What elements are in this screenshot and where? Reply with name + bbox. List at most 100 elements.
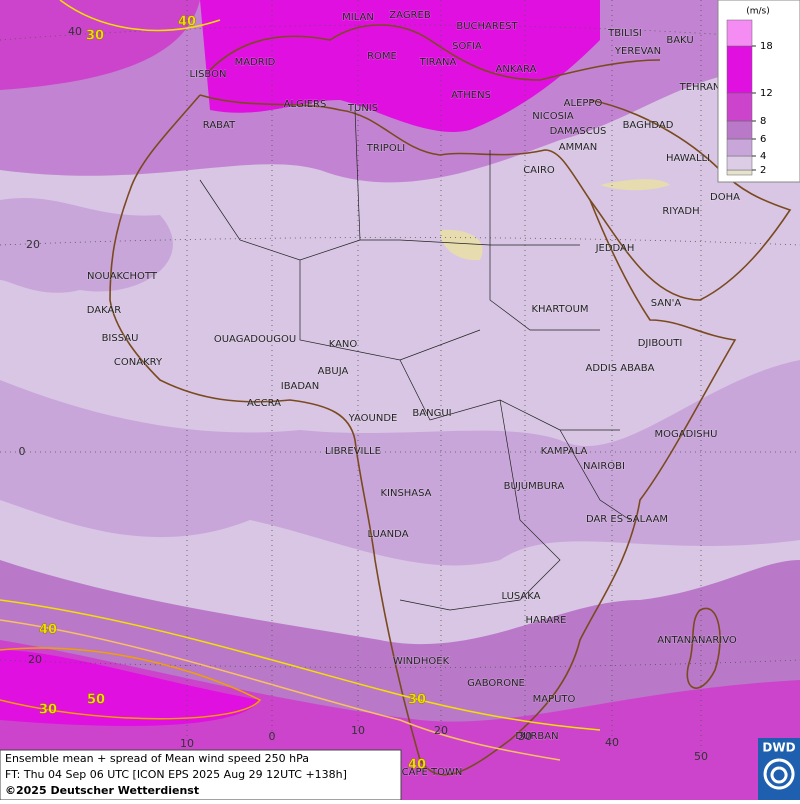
city-label: KANO [329,339,358,350]
isotach-label: 30 [86,29,104,44]
legend-swatch [726,92,753,122]
legend-tick-label: 18 [760,41,773,52]
city-label: BANGUI [412,408,451,419]
city-label: DAMASCUS [550,126,607,137]
city-label: IBADAN [281,381,320,392]
longitude-label: 10 [351,724,365,737]
city-label: KAMPALA [541,446,588,457]
city-label: LUSAKA [502,591,541,602]
city-label: YEREVAN [614,46,661,57]
latitude-label: 20 [28,653,42,666]
city-label: DJIBOUTI [638,338,683,349]
city-label: TBILISI [607,28,642,39]
city-label: ANTANANARIVO [657,635,737,646]
caption-line: ©2025 Deutscher Wetterdienst [5,784,199,797]
city-label: OUAGADOUGOU [214,334,296,345]
wind-area [0,650,260,726]
city-label: CONAKRY [114,357,163,368]
longitude-label: 30 [518,730,532,743]
caption-line: Ensemble mean + spread of Mean wind spee… [5,752,309,765]
city-label: MAPUTO [533,694,576,705]
city-label: RABAT [203,120,236,131]
city-label: GABORONE [467,678,525,689]
isotachs [0,0,601,761]
city-label: TRIPOLI [366,143,405,154]
city-label: ZAGREB [389,10,431,21]
isotach-label: 40 [39,623,57,638]
city-label: TUNIS [347,103,378,114]
city-label: ABUJA [318,366,349,377]
legend-tick-label: 2 [760,165,766,176]
graticule [0,0,800,757]
logo-text: DWD [762,741,795,755]
isotach-label: 40 [178,15,196,30]
city-label: YAOUNDE [348,413,398,424]
city-label: HAWALLI [666,153,710,164]
city-label: KHARTOUM [531,304,588,315]
caption-box [0,749,402,801]
city-label: ATHENS [451,90,491,101]
legend-tick-label: 6 [760,134,766,145]
logo: DWD [758,738,800,800]
city-label: MOGADISHU [655,429,718,440]
city-label: LIBREVILLE [325,446,381,457]
legend-swatch [726,138,753,157]
city-label: DOHA [710,192,740,203]
city-label: WINDHOEK [393,656,450,667]
wind-area [0,0,200,90]
city-label: DURBAN [515,731,558,742]
city-label: KINSHASA [380,488,431,499]
city-label: ANKARA [496,64,537,75]
latitude-label: 20 [26,238,40,251]
logo-icon [763,758,795,790]
legend-swatch [726,45,753,94]
legend-swatch [726,120,753,140]
longitude-label: 20 [434,724,448,737]
latitude-label: 0 [19,445,26,458]
city-label: ROME [367,51,397,62]
legend-swatch [726,169,753,176]
legend-tick-label: 8 [760,116,766,127]
legend-tick-label: 4 [760,151,766,162]
city-label: TIRANA [419,57,457,68]
calm-area [440,179,670,261]
longitude-label: 40 [605,736,619,749]
city-label: CAIRO [523,165,555,176]
caption-line: FT: Thu 04 Sep 06 UTC [ICON EPS 2025 Aug… [5,768,347,781]
latitude-label: 40 [68,25,82,38]
city-label: NICOSIA [532,111,574,122]
legend-swatch [726,155,753,171]
city-label: DAR ES SALAAM [586,514,668,525]
city-label: BUCHAREST [456,21,518,32]
labels: MILAN ZAGREB BUCHAREST TBILISI BAKU ROME SOFIA… [19,10,741,779]
isotach-label: 50 [87,693,105,708]
legend-unit: (m/s) [746,7,770,17]
city-label: BAKU [666,35,693,46]
city-label: ALEPPO [564,98,603,109]
city-label: ALGIERS [284,99,327,110]
city-label: SAN'A [651,298,682,309]
city-label: JEDDAH [595,243,635,254]
borders [199,109,631,611]
caption: Ensemble mean + spread of Mean wind spee… [0,749,402,801]
wind-area [0,360,800,566]
city-label: DAKAR [87,305,122,316]
city-label: AMMAN [559,142,597,153]
legend-swatch [726,19,753,47]
city-label: NAIROBI [583,461,625,472]
isotach-label: 30 [408,693,426,708]
city-label: BUJUMBURA [504,481,565,492]
isotach-label: 30 [39,703,57,718]
city-label: RIYADH [662,206,699,217]
legend-tick-label: 12 [760,88,773,99]
coastline [109,24,792,776]
city-label: MADRID [235,57,276,68]
legend: (m/s) 2 4 6 8 12 18 [717,0,800,183]
wind-area [0,197,173,293]
isotach-label: 40 [408,758,426,773]
city-label: TEHRAN [679,82,721,93]
city-label: MILAN [342,12,374,23]
city-label: ADDIS ABABA [586,363,655,374]
